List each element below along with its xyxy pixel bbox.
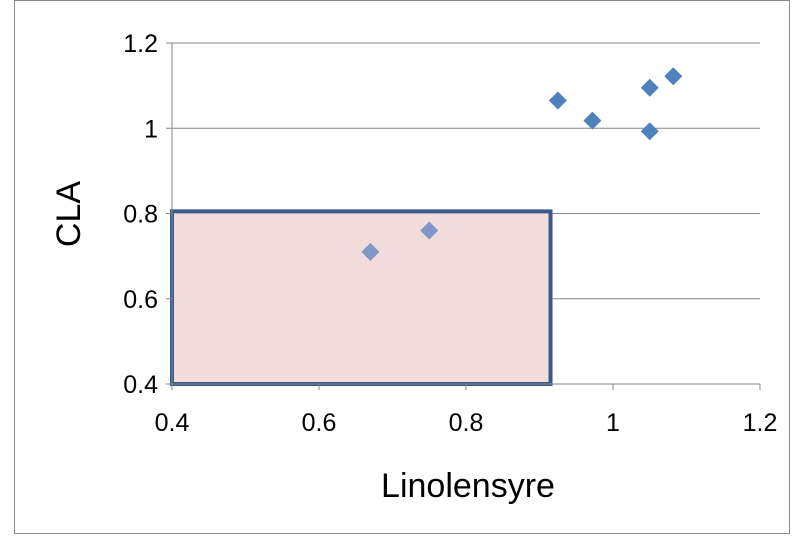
x-axis-title: Linolensyre — [381, 467, 555, 505]
data-point-1 — [420, 221, 439, 240]
x-tick-label-3: 1 — [606, 409, 620, 437]
tick-labels: 0.4 0.6 0.8 1 1.2 0.4 0.6 0.8 1 1.2 — [123, 30, 777, 437]
data-points — [361, 67, 683, 261]
data-point-0 — [361, 242, 380, 261]
data-point-6 — [664, 67, 683, 86]
y-tick-label-2: 0.8 — [123, 201, 158, 229]
data-point-3 — [583, 111, 602, 130]
y-tick-label-0: 0.4 — [123, 371, 158, 399]
highlight-region-layer — [170, 209, 553, 386]
x-tick-label-0: 0.4 — [155, 409, 190, 437]
y-tick-label-3: 1 — [144, 115, 158, 143]
highlight-region — [170, 209, 553, 386]
x-tick-label-4: 1.2 — [743, 409, 778, 437]
data-point-2 — [548, 91, 567, 110]
y-axis-title: CLA — [50, 181, 88, 247]
y-tick-label-1: 0.6 — [123, 286, 158, 314]
data-point-4 — [640, 78, 659, 97]
y-tick-label-4: 1.2 — [123, 30, 158, 58]
data-point-5 — [640, 122, 659, 141]
x-tick-label-2: 0.8 — [449, 409, 484, 437]
x-tick-label-1: 0.6 — [302, 409, 337, 437]
axes — [166, 42, 761, 390]
